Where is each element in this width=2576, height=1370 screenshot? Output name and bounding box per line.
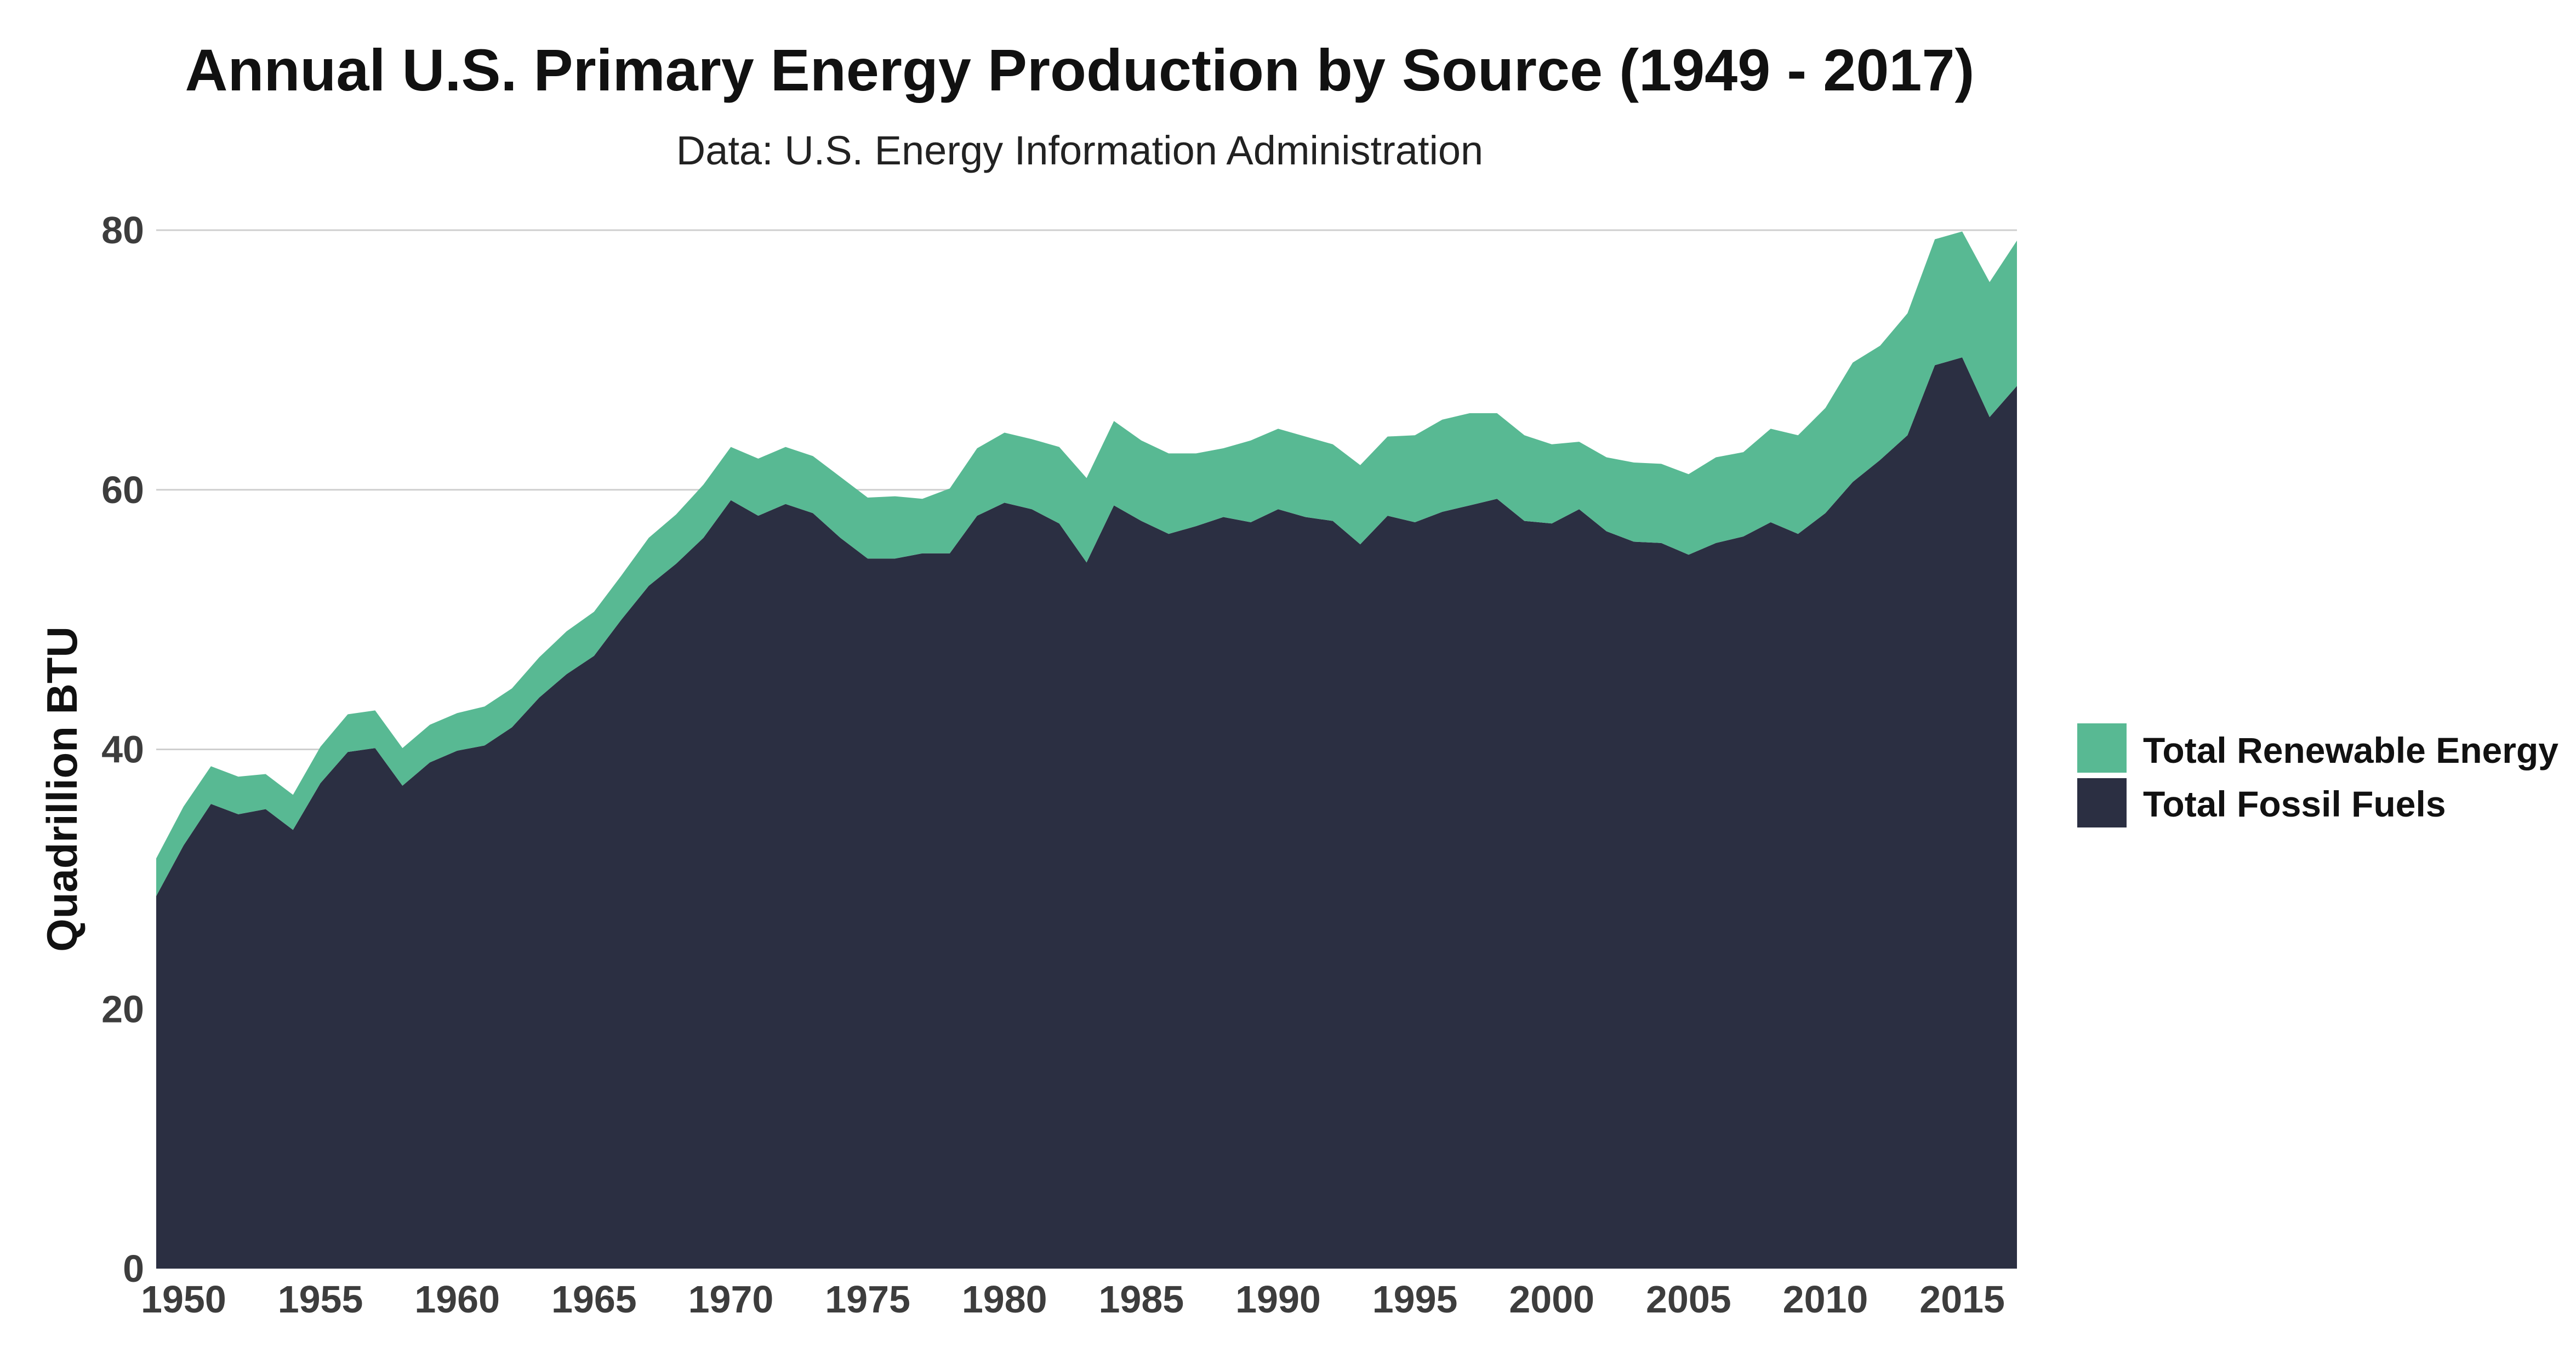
plot-area — [156, 231, 2017, 1269]
x-tick-label: 2010 — [1783, 1278, 1868, 1321]
x-tick-label: 1955 — [278, 1278, 363, 1321]
y-tick-label: 20 — [101, 987, 144, 1030]
x-tick-label: 2015 — [1919, 1278, 2005, 1321]
x-tick-label: 1970 — [688, 1278, 774, 1321]
x-tick-label: 1985 — [1098, 1278, 1184, 1321]
x-axis-ticks: 1950 1955 1960 1965 1970 1975 1980 1985 1990 1995… — [141, 1278, 2005, 1321]
chart-title: Annual U.S. Primary Energy Production by… — [185, 37, 1975, 103]
x-tick-label: 1975 — [825, 1278, 910, 1321]
y-axis-ticks: 0 20 40 60 80 — [101, 209, 144, 1290]
legend-swatch-renewable — [2077, 723, 2127, 773]
x-tick-label: 1995 — [1372, 1278, 1458, 1321]
legend-label-renewable: Total Renewable Energy — [2143, 730, 2558, 770]
x-tick-label: 1965 — [551, 1278, 637, 1321]
y-axis-label: Quadrillion BTU — [38, 626, 86, 952]
legend: Total Renewable Energy Total Fossil Fuel… — [2077, 723, 2558, 827]
y-tick-label: 60 — [101, 469, 144, 511]
legend-swatch-fossil — [2077, 778, 2127, 827]
y-tick-label: 80 — [101, 209, 144, 252]
x-tick-label: 2005 — [1646, 1278, 1731, 1321]
x-tick-label: 1980 — [962, 1278, 1047, 1321]
x-tick-label: 1950 — [141, 1278, 226, 1321]
y-tick-label: 0 — [123, 1247, 144, 1290]
x-tick-label: 1960 — [414, 1278, 500, 1321]
chart-subtitle: Data: U.S. Energy Information Administra… — [676, 128, 1483, 173]
y-tick-label: 40 — [101, 728, 144, 771]
area-series-total-fossil-fuels — [156, 357, 2017, 1269]
legend-label-fossil: Total Fossil Fuels — [2143, 784, 2446, 824]
x-tick-label: 1990 — [1235, 1278, 1321, 1321]
x-tick-label: 2000 — [1509, 1278, 1594, 1321]
